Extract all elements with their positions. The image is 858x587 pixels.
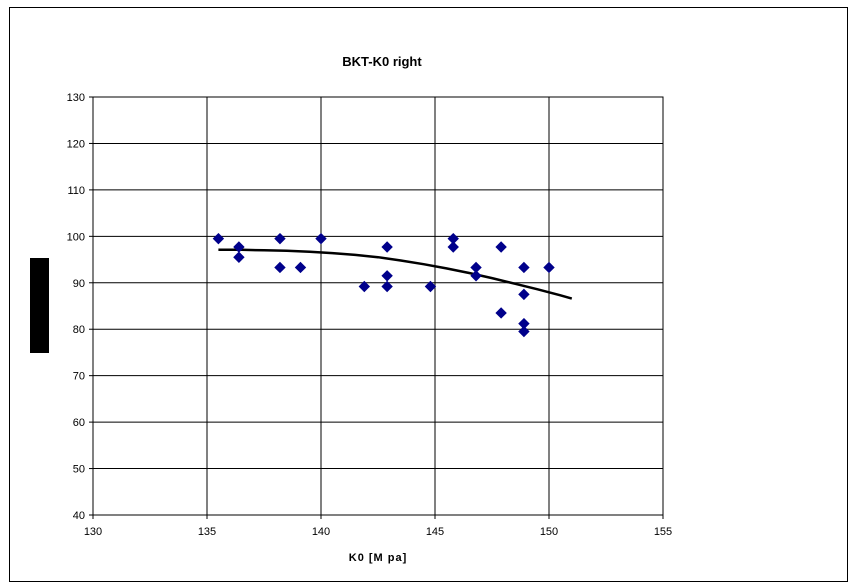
x-axis-label: K0 [M pa] — [349, 552, 408, 564]
y-tick-label: 80 — [73, 324, 85, 336]
data-point — [518, 261, 530, 274]
data-point — [543, 261, 555, 274]
x-tick-label: 140 — [312, 526, 330, 538]
x-tick-label: 135 — [198, 526, 216, 538]
y-tick-label: 90 — [73, 278, 85, 290]
data-point — [381, 270, 393, 282]
chart-title: BKT-K0 right — [342, 54, 422, 69]
trend-layer — [218, 248, 573, 300]
point-layer — [212, 232, 555, 338]
redaction-block — [30, 258, 49, 353]
data-point — [447, 241, 459, 253]
data-point — [212, 232, 225, 245]
data-point — [381, 280, 393, 293]
y-tick-label: 100 — [67, 231, 85, 243]
y-tick-label: 60 — [73, 417, 85, 429]
x-tick-label: 130 — [84, 526, 102, 538]
trendline — [218, 248, 573, 300]
y-tick-label: 40 — [73, 510, 85, 522]
x-tick-label: 155 — [654, 526, 672, 538]
tick-layer: 40 50 60 70 80 90 100 110 120 130 130 135 140 145 150 1… — [67, 92, 673, 538]
chart-svg: BKT-K0 right K0 [M pa] 40 50 60 70 80 90 100 11… — [67, 54, 673, 564]
data-point — [294, 261, 307, 274]
data-point — [495, 241, 507, 253]
data-point — [518, 325, 530, 338]
y-tick-label: 50 — [73, 464, 85, 476]
grid-layer — [93, 97, 663, 515]
y-tick-label: 120 — [67, 138, 85, 150]
data-point — [233, 251, 245, 263]
data-point — [358, 280, 371, 293]
data-point — [424, 280, 437, 293]
x-tick-label: 150 — [540, 526, 558, 538]
chart-frame: BKT-K0 right K0 [M pa] 40 50 60 70 80 90 100 11… — [9, 7, 848, 582]
data-point — [274, 232, 286, 245]
y-tick-label: 130 — [67, 92, 85, 104]
y-tick-label: 110 — [67, 185, 85, 197]
data-point — [381, 241, 393, 253]
plot-area — [92, 96, 664, 516]
data-point — [518, 288, 530, 301]
data-point — [470, 270, 482, 282]
y-tick-label: 70 — [73, 371, 85, 383]
data-point — [495, 307, 507, 319]
data-point — [315, 232, 327, 245]
x-tick-label: 145 — [426, 526, 444, 538]
data-point — [274, 261, 286, 274]
